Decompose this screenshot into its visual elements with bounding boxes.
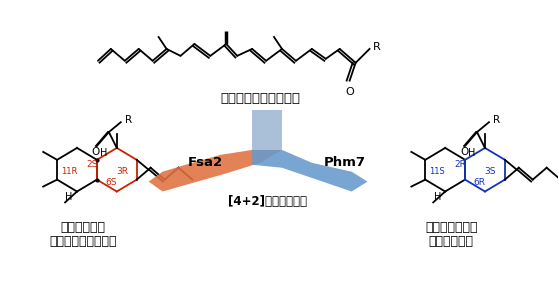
Text: 2R: 2R [454,160,466,169]
Text: R: R [372,42,380,52]
Text: 3R: 3R [116,167,128,176]
Text: デカリン骨格: デカリン骨格 [429,235,473,248]
Text: H: H [468,148,476,158]
Text: H: H [100,148,107,158]
Text: 非天然デカリン骨格: 非天然デカリン骨格 [49,235,117,248]
Text: O: O [92,147,100,157]
Text: 2S: 2S [86,160,98,169]
Polygon shape [252,150,368,192]
Text: H: H [434,192,441,202]
Text: Phm7: Phm7 [324,156,366,169]
Text: H: H [65,192,73,202]
Text: R: R [493,115,500,125]
Text: 6S: 6S [105,178,117,187]
Text: 11S: 11S [429,167,445,176]
Text: Fsa2: Fsa2 [188,156,223,169]
Text: O: O [460,147,468,157]
Text: R: R [125,115,132,125]
Text: 11R: 11R [61,167,77,176]
Polygon shape [149,150,282,192]
Text: エキセチン型: エキセチン型 [60,221,106,234]
Text: 6R: 6R [473,178,485,187]
Text: 直鎖状ポリエン中間体: 直鎖状ポリエン中間体 [220,92,300,105]
Text: 3S: 3S [484,167,496,176]
Text: フォマセチン型: フォマセチン型 [425,221,477,234]
Text: [4+2]環化付加反応: [4+2]環化付加反応 [228,195,306,208]
Polygon shape [252,110,282,150]
Text: O: O [345,87,354,97]
Polygon shape [252,110,282,150]
